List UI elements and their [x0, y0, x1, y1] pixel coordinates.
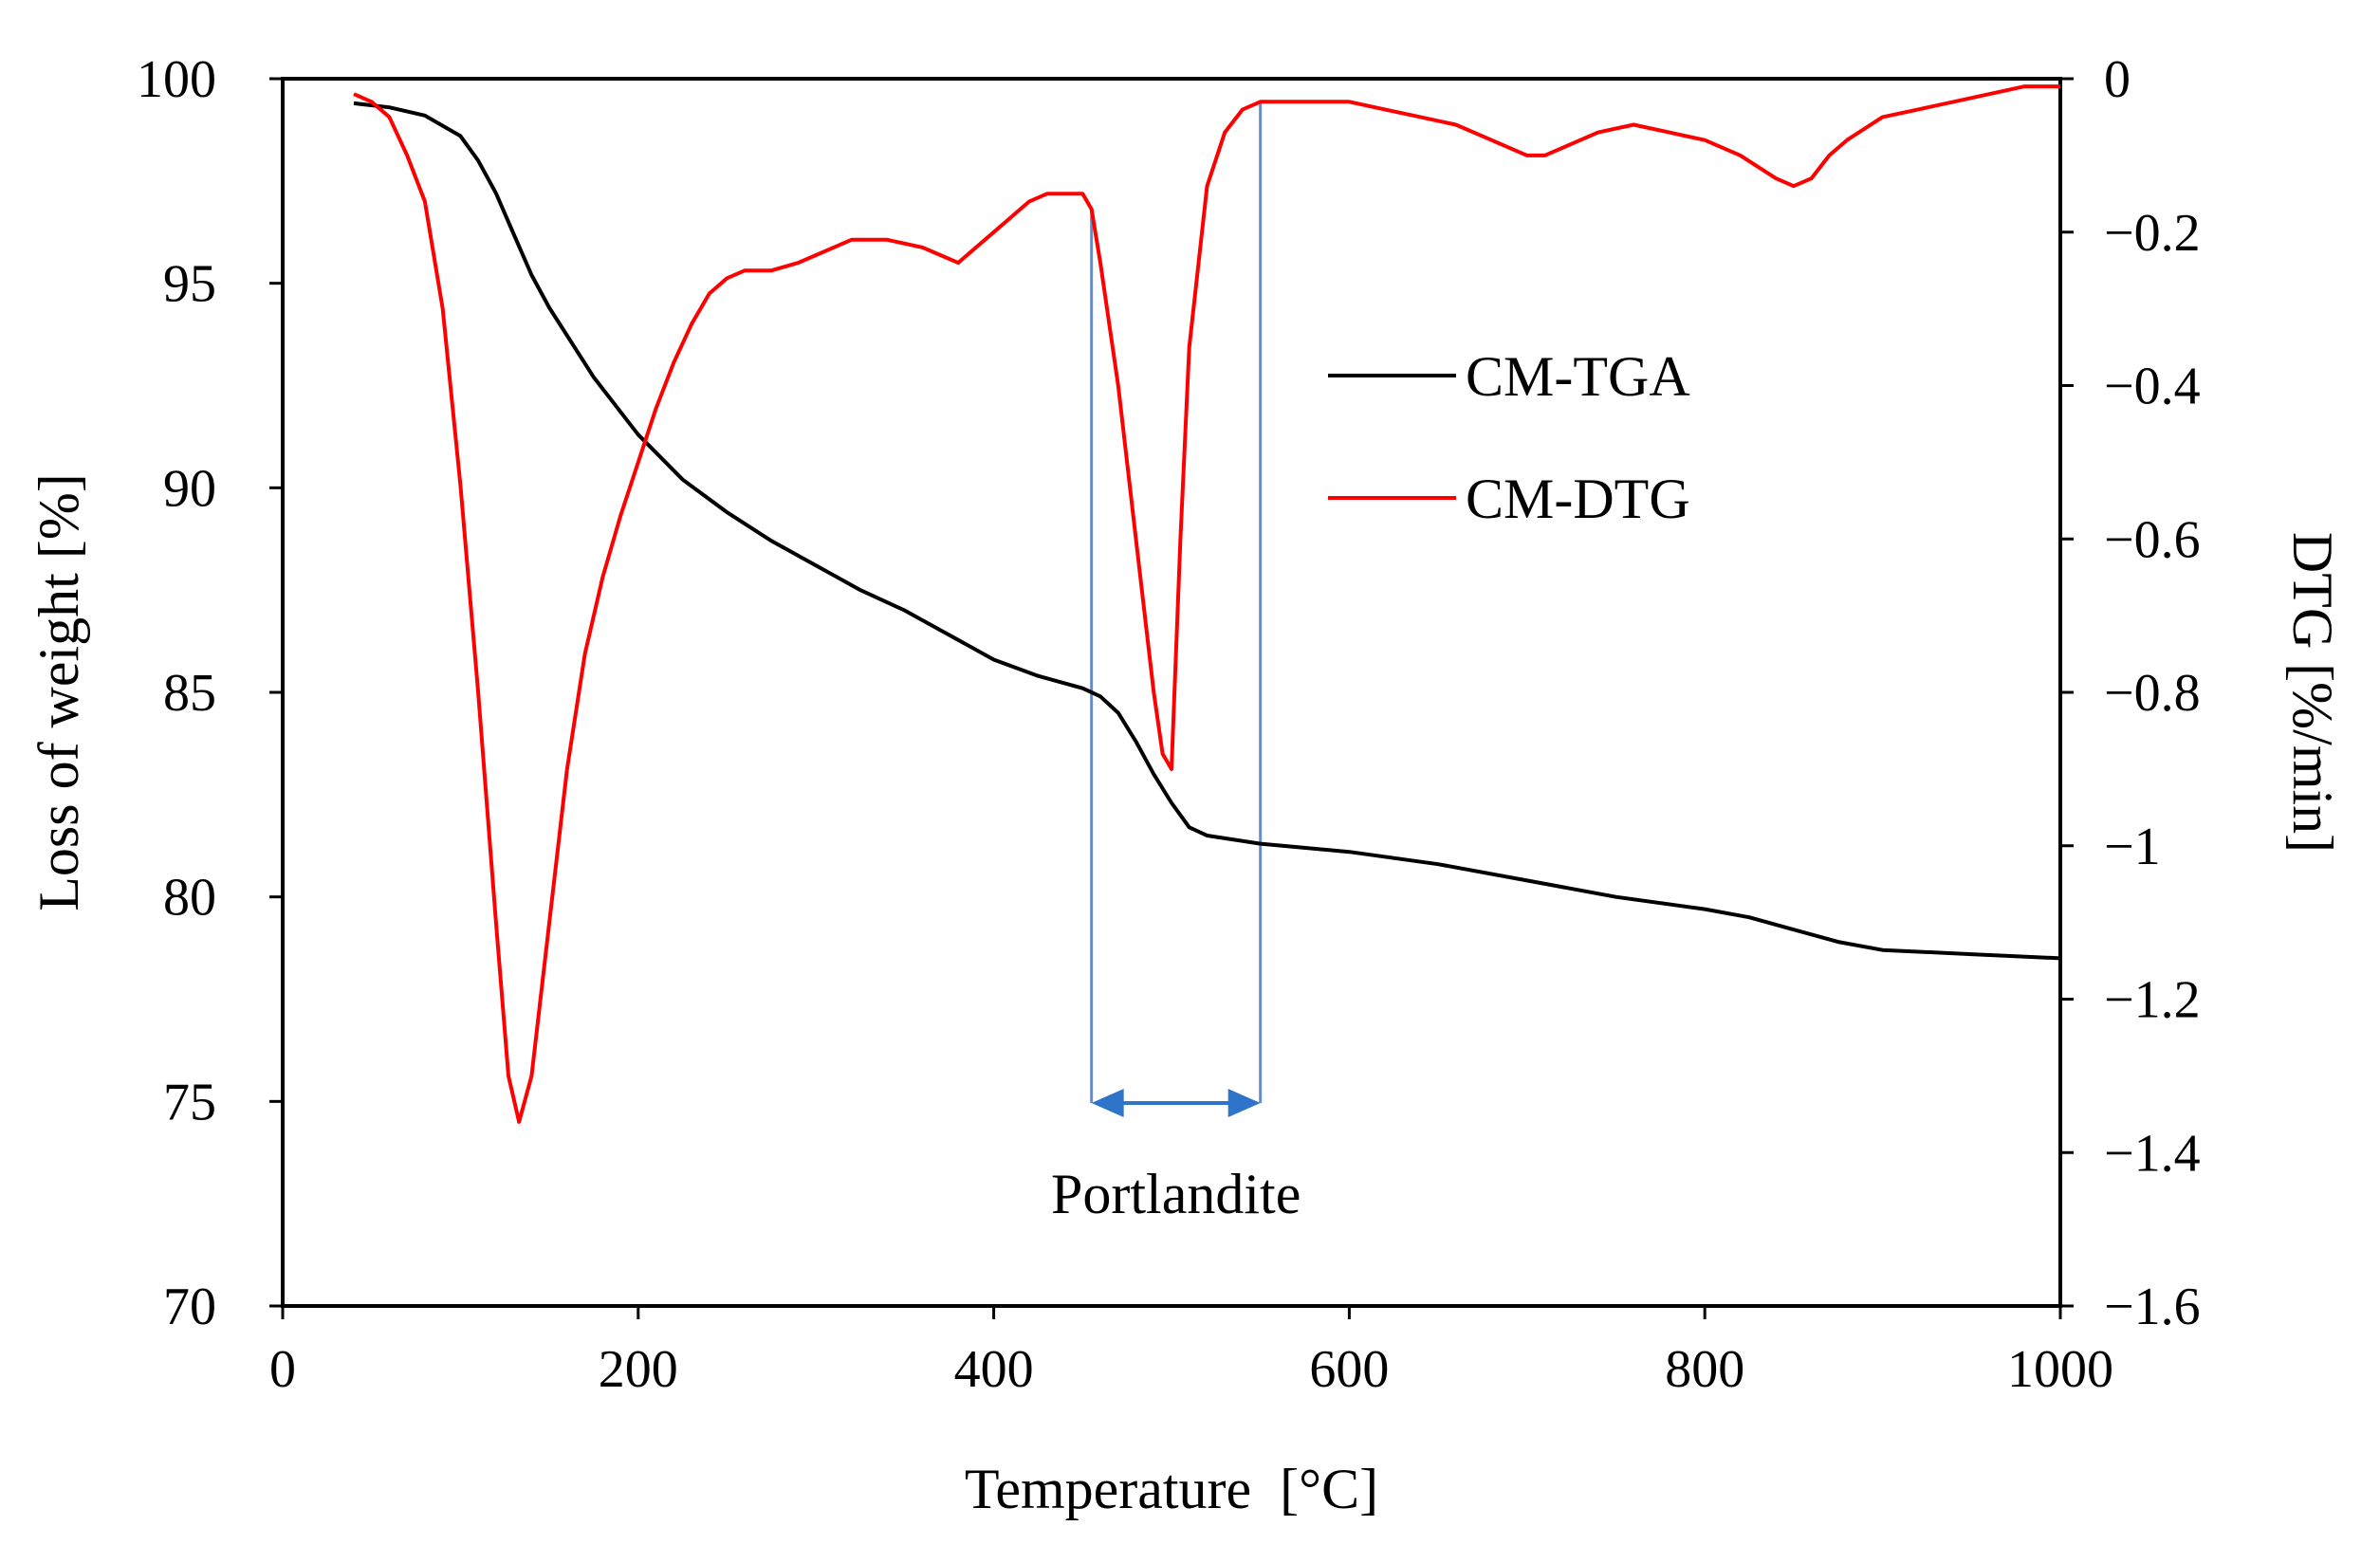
arrowhead-right-icon [1227, 1089, 1261, 1117]
y-tick-label: 85 [163, 664, 216, 723]
x-tick-label: 800 [1665, 1340, 1744, 1399]
legend: CM-TGA CM-DTG [1328, 345, 1690, 530]
y2-tick-label: −0.4 [2104, 358, 2201, 416]
y-tick-label: 75 [163, 1073, 216, 1131]
portlandite-label: Portlandite [1051, 1163, 1301, 1225]
y-axis-left-title: Loss of weight [%] [28, 473, 90, 911]
arrowhead-left-icon [1091, 1089, 1124, 1117]
y2-tick-label: −0.2 [2104, 204, 2201, 263]
y-tick-label: 70 [163, 1278, 216, 1336]
y2-tick-label: −0.8 [2104, 664, 2201, 723]
x-tick-label: 200 [599, 1340, 678, 1399]
x-tick-label: 400 [954, 1340, 1034, 1399]
x-axis-title: Temperature [°C] [965, 1458, 1378, 1520]
x-tick-label: 1000 [2007, 1340, 2113, 1399]
legend-label-cm-dtg: CM-DTG [1466, 468, 1690, 530]
x-axis-ticks: 0 200 400 600 800 1000 [269, 1306, 2113, 1399]
y2-tick-label: −1.6 [2104, 1278, 2201, 1336]
y2-tick-label: −1.4 [2104, 1124, 2201, 1183]
y2-tick-label: −1 [2104, 818, 2161, 876]
y2-tick-label: 0 [2104, 50, 2131, 109]
y2-tick-label: −1.2 [2104, 971, 2201, 1030]
x-tick-label: 0 [269, 1340, 296, 1399]
x-tick-label: 600 [1309, 1340, 1389, 1399]
portlandite-annotation: Portlandite [1051, 101, 1301, 1225]
series-line-cm-tga [353, 101, 2061, 961]
y-tick-label: 100 [137, 50, 216, 109]
series-line-cm-dtg [353, 84, 2060, 1124]
y-tick-label: 80 [163, 869, 216, 928]
y2-tick-label: −0.6 [2104, 510, 2201, 569]
legend-label-cm-tga: CM-TGA [1466, 345, 1690, 408]
plot-area-frame [281, 77, 2062, 1308]
y-tick-label: 95 [163, 255, 216, 314]
y-axis-right-ticks: 0 −0.2 −0.4 −0.6 −0.8 −1 −1.2 −1.4 −1.6 [2060, 50, 2201, 1336]
y-axis-right-title: DTG [%/min] [2281, 532, 2344, 853]
y-tick-label: 90 [163, 459, 216, 518]
y-axis-left-ticks: 70 75 80 85 90 95 100 [137, 50, 283, 1336]
